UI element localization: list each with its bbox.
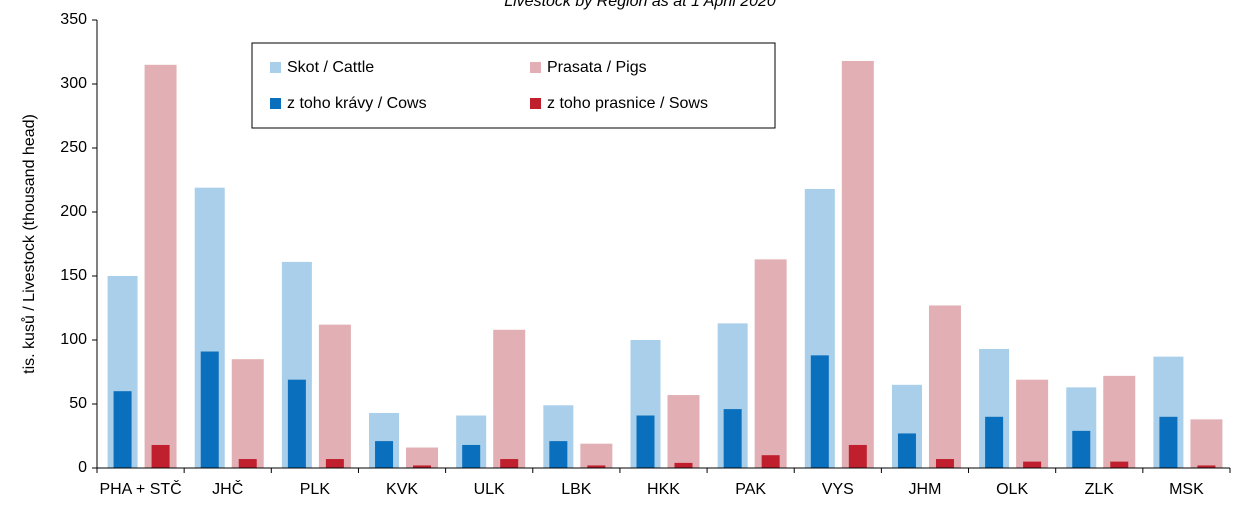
x-tick-label: ULK [474, 481, 505, 498]
x-tick-label: HKK [647, 481, 680, 498]
x-tick-label: VYS [822, 481, 854, 498]
bar [1103, 375, 1136, 468]
x-tick-label: PHA + STČ [99, 479, 181, 498]
y-tick-label: 250 [60, 139, 87, 156]
x-tick-label: LBK [561, 481, 592, 498]
legend-swatch [270, 98, 281, 109]
bar [723, 409, 742, 468]
x-tick-label: PAK [735, 481, 766, 498]
bar [985, 416, 1004, 468]
x-tick-label: MSK [1169, 481, 1204, 498]
bar [841, 60, 874, 469]
y-tick-label: 200 [60, 203, 87, 220]
y-tick-label: 0 [78, 459, 87, 476]
bar [325, 459, 344, 468]
legend-box [251, 42, 776, 129]
bar [1197, 465, 1216, 468]
bar [493, 329, 526, 468]
x-tick-label: JHČ [212, 479, 243, 498]
bar [1159, 416, 1178, 468]
legend-swatch [530, 62, 541, 73]
x-tick-label: PLK [300, 481, 331, 498]
bar [151, 444, 170, 468]
bar [848, 444, 867, 468]
bar [1110, 461, 1129, 468]
bar [549, 441, 568, 468]
bar [897, 433, 916, 468]
bar [231, 359, 264, 468]
bar [500, 459, 519, 468]
x-tick-label: JHM [909, 481, 942, 498]
legend-label: Prasata / Pigs [547, 59, 647, 76]
x-tick-label: OLK [996, 481, 1028, 498]
y-tick-label: 300 [60, 75, 87, 92]
y-tick-label: 150 [60, 267, 87, 284]
bar [462, 444, 481, 468]
bar [935, 459, 954, 468]
bar [406, 447, 439, 468]
bar [928, 305, 961, 468]
bar [810, 355, 829, 468]
y-tick-label: 50 [69, 395, 87, 412]
bar [674, 462, 693, 468]
bar [413, 465, 432, 468]
legend-label: z toho prasnice / Sows [547, 95, 708, 112]
legend-swatch [530, 98, 541, 109]
bar [580, 443, 613, 468]
bar [238, 459, 257, 468]
legend-swatch [270, 62, 281, 73]
x-tick-label: ZLK [1085, 481, 1115, 498]
bar [761, 455, 780, 468]
bar [113, 391, 132, 468]
bar [1023, 461, 1042, 468]
bar [318, 324, 351, 468]
bar [200, 351, 219, 468]
bar [144, 64, 177, 469]
bar [1072, 430, 1091, 468]
y-axis-label: tis. kusů / Livestock (thousand head) [20, 114, 38, 374]
bar [375, 441, 394, 468]
bar [754, 259, 787, 468]
bar [1016, 379, 1049, 468]
legend-label: Skot / Cattle [287, 59, 374, 76]
bar [287, 379, 306, 468]
bar [667, 395, 700, 468]
bar [1190, 419, 1223, 468]
chart-title: Livestock by Region as at 1 April 2020 [504, 0, 776, 10]
x-tick-label: KVK [386, 481, 418, 498]
y-tick-label: 350 [60, 11, 87, 28]
bar [587, 465, 606, 468]
legend-label: z toho krávy / Cows [287, 95, 427, 112]
bar [636, 415, 655, 468]
y-tick-label: 100 [60, 331, 87, 348]
